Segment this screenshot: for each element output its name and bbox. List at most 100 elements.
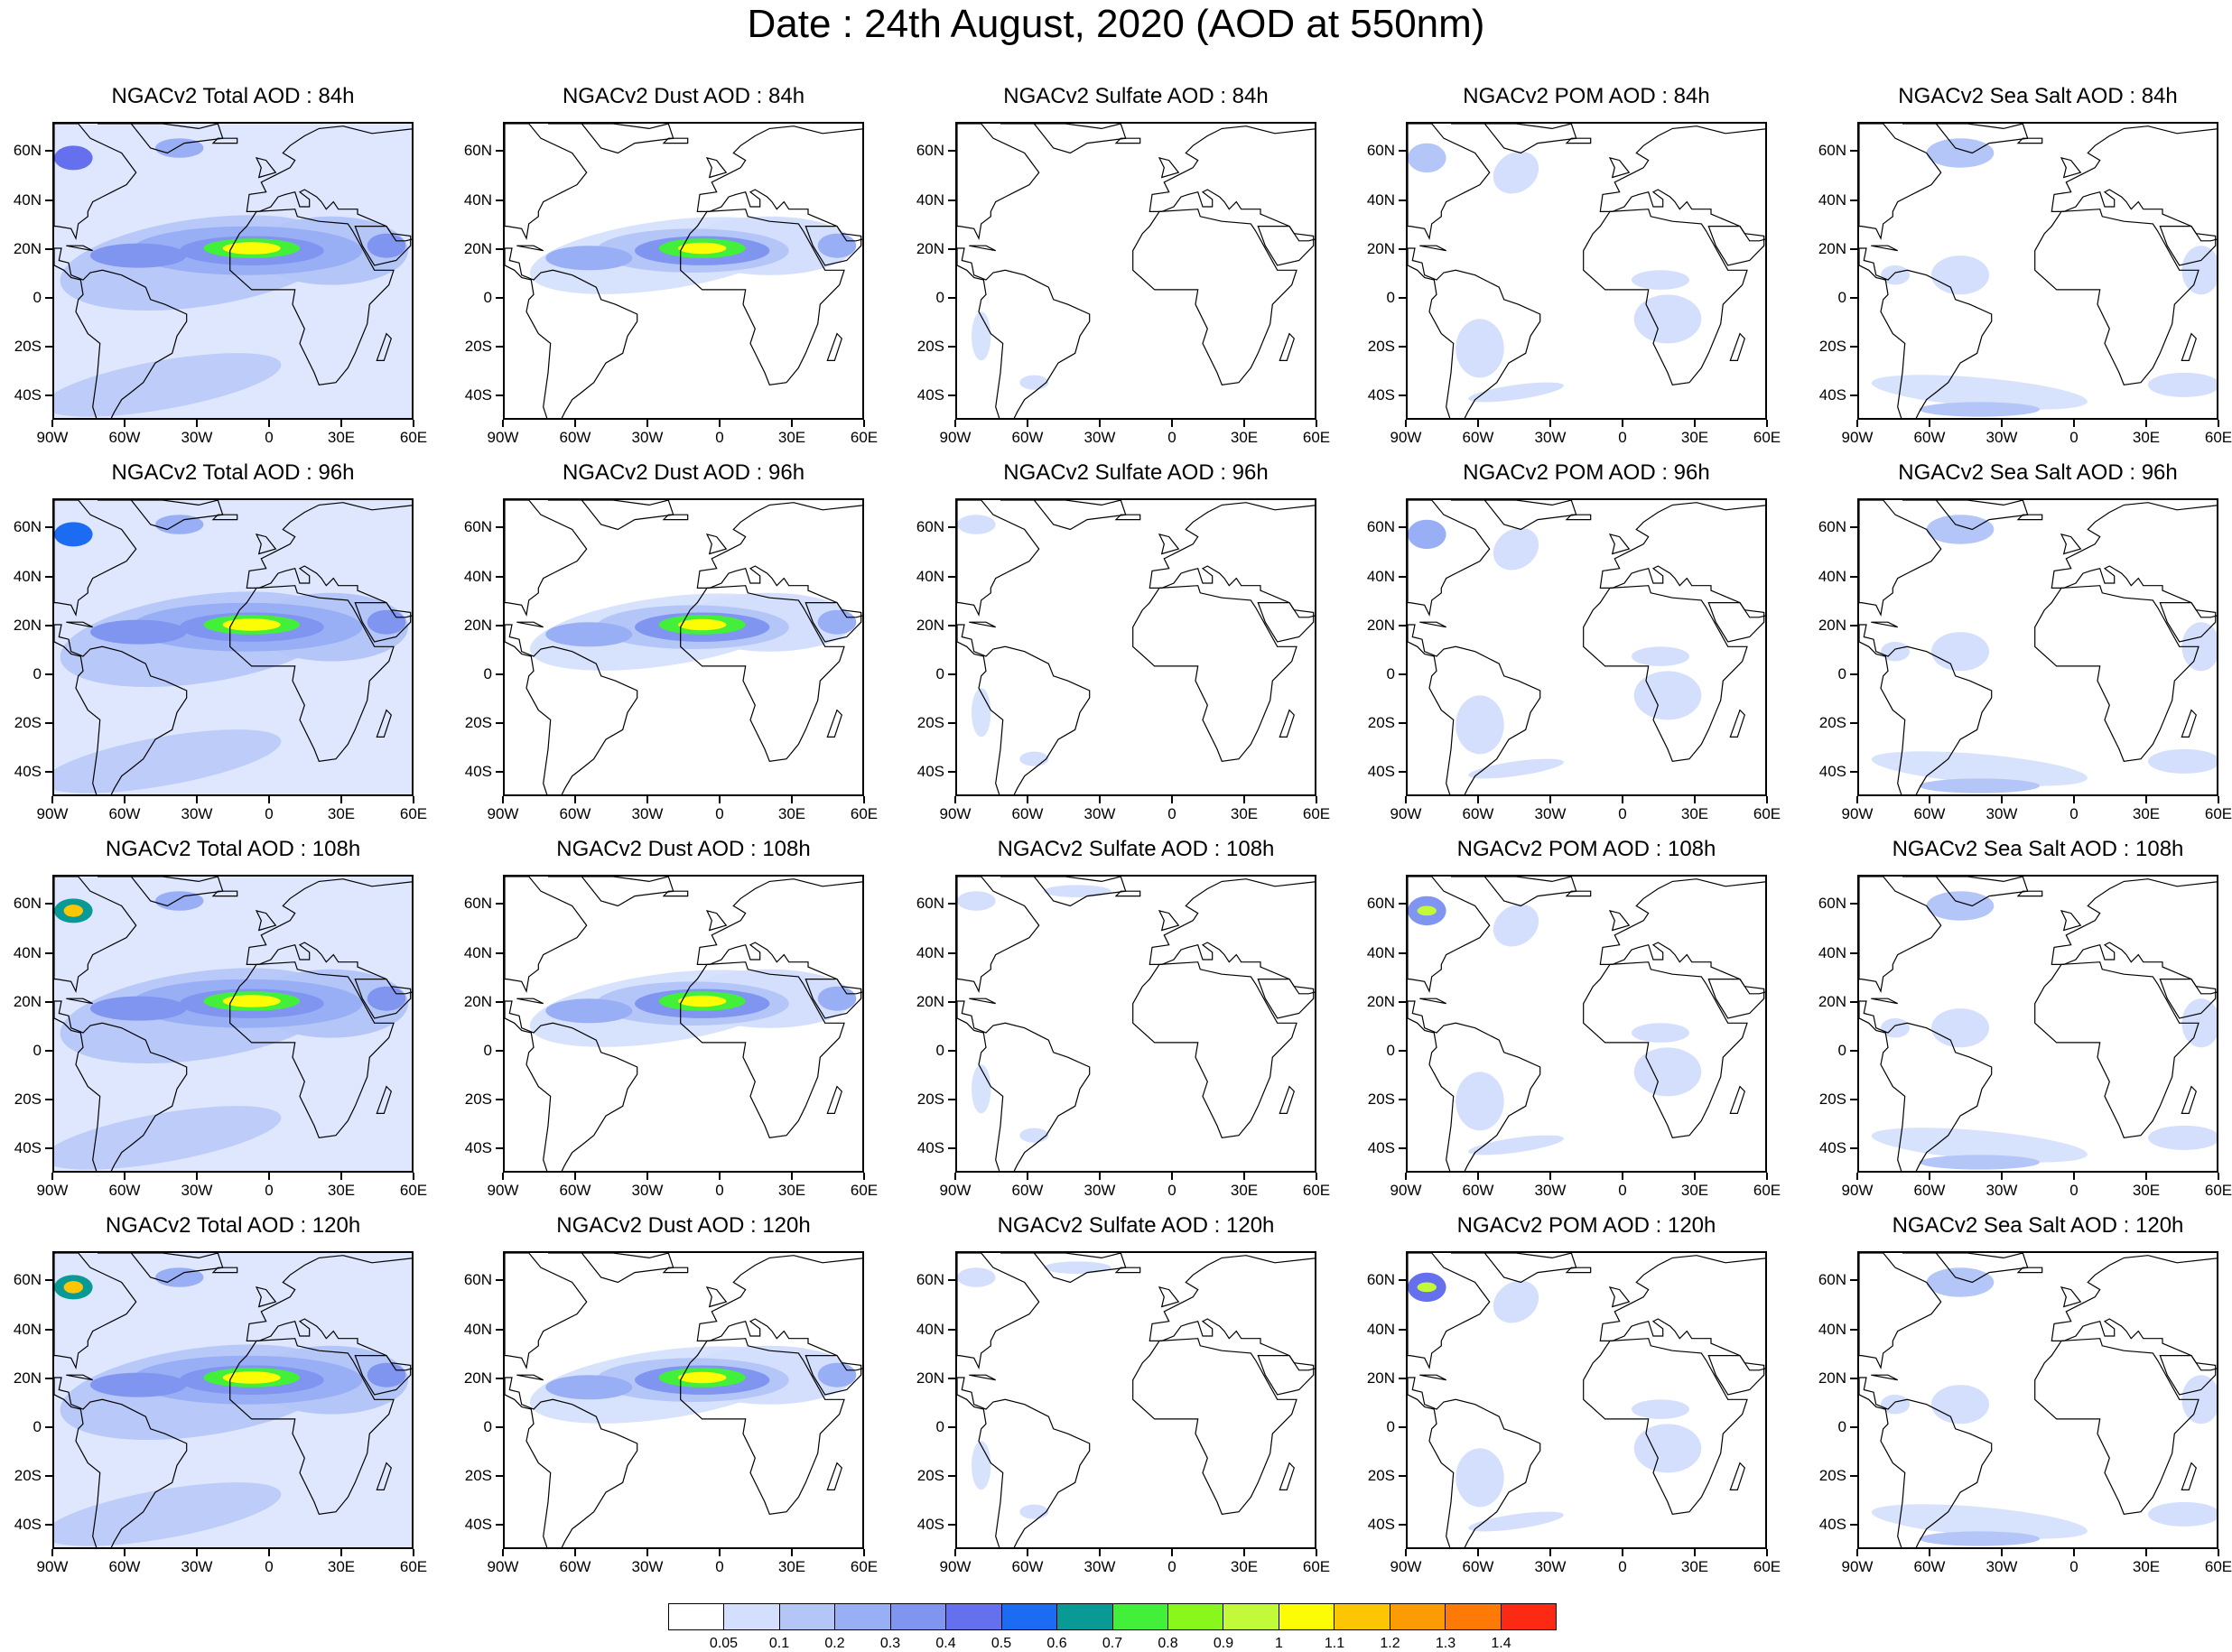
- coastline: [2181, 1462, 2197, 1490]
- lon-label: 60W: [559, 429, 591, 446]
- lat-label: 40N: [1366, 943, 1395, 961]
- lat-tick: [496, 624, 503, 626]
- lon-tick: [791, 1173, 793, 1180]
- lon-label: 60W: [1011, 805, 1044, 822]
- lon-label: 60E: [399, 1182, 428, 1199]
- coastline: [354, 978, 412, 1019]
- coastline: [1859, 624, 1993, 794]
- lon-label: 0: [1167, 1182, 1176, 1199]
- coastline: [66, 1374, 93, 1381]
- lat-label: 0: [483, 288, 492, 306]
- lat-label: 40N: [13, 567, 42, 585]
- lon-tick: [954, 420, 956, 427]
- coastline: [1451, 1253, 1577, 1284]
- lat-tick: [45, 903, 52, 905]
- lat-tick: [496, 1328, 503, 1331]
- lat-tick: [45, 345, 52, 348]
- aerosol-plume: [972, 1441, 991, 1490]
- lon-label: 0: [715, 429, 724, 446]
- lat-tick: [948, 394, 955, 396]
- lon-label: 60W: [1462, 805, 1494, 822]
- lat-label: 0: [1837, 288, 1846, 306]
- lon-tick: [196, 796, 198, 803]
- aerosol-plume: [54, 145, 93, 171]
- coastline: [1132, 961, 1297, 1139]
- aerosol-plume: [957, 1267, 996, 1287]
- coastline: [705, 1286, 728, 1308]
- coastline: [505, 124, 588, 241]
- map-panel-dust-84h: [503, 122, 864, 420]
- aerosol-plume: [1455, 319, 1504, 378]
- lon-tick: [1477, 796, 1479, 803]
- coastline: [957, 624, 1091, 794]
- lat-label: 0: [1386, 1417, 1395, 1435]
- lat-tick: [496, 951, 503, 954]
- aerosol-plume: [1919, 778, 2040, 794]
- lon-tick: [2218, 796, 2219, 803]
- lat-tick: [45, 296, 52, 299]
- lon-tick: [502, 1173, 504, 1180]
- coastline: [1257, 978, 1315, 1019]
- lat-tick: [496, 345, 503, 348]
- lon-tick: [1766, 796, 1768, 803]
- lon-label: 60E: [2204, 805, 2232, 822]
- colorbar-swatch: [1167, 1604, 1224, 1629]
- lat-label: 20N: [463, 616, 492, 634]
- coastline: [516, 621, 544, 628]
- lon-tick: [863, 1173, 865, 1180]
- lat-tick: [1850, 247, 1857, 250]
- lon-tick: [1549, 1173, 1551, 1180]
- lon-tick: [51, 1173, 53, 1180]
- coastline: [66, 998, 93, 1005]
- coastline: [1419, 621, 1446, 628]
- lon-label: 30W: [1534, 805, 1567, 822]
- lat-tick: [45, 247, 52, 250]
- lon-label: 30W: [631, 429, 664, 446]
- map-canvas: [957, 124, 1315, 418]
- map-canvas: [1859, 1253, 2217, 1547]
- lat-tick: [1399, 770, 1406, 773]
- lon-label: 90W: [1841, 1558, 1874, 1575]
- coastline: [662, 514, 689, 521]
- lat-label: 0: [1386, 288, 1395, 306]
- colorbar-label: 0.1: [768, 1636, 790, 1651]
- lon-label: 30W: [1986, 1558, 2018, 1575]
- lon-label: 60W: [1913, 1182, 1946, 1199]
- lat-label: 40N: [916, 190, 944, 209]
- lon-tick: [1929, 796, 1930, 803]
- lat-label: 40N: [463, 943, 492, 961]
- lon-tick: [1316, 420, 1317, 427]
- lon-tick: [2001, 420, 2003, 427]
- lon-tick: [1766, 1549, 1768, 1556]
- lat-label: 20N: [916, 239, 944, 257]
- lat-label: 20N: [916, 616, 944, 634]
- lon-label: 60E: [399, 1558, 428, 1575]
- lat-label: 60N: [1366, 142, 1395, 160]
- lat-tick: [45, 770, 52, 773]
- colorbar-swatch: [1112, 1604, 1168, 1629]
- lon-label: 60E: [1302, 1182, 1331, 1199]
- lat-tick: [496, 1474, 503, 1477]
- coastline: [255, 910, 277, 932]
- lon-tick: [574, 1549, 576, 1556]
- aerosol-plume: [1926, 891, 1995, 921]
- lat-label: 20N: [916, 1369, 944, 1387]
- lat-label: 60N: [463, 895, 492, 913]
- coastline: [229, 209, 395, 386]
- aerosol-plume: [63, 905, 83, 917]
- map-canvas: [54, 1253, 412, 1547]
- coastline: [705, 534, 728, 555]
- aerosol-plume: [222, 242, 281, 255]
- map-panel-dust-120h: [503, 1251, 864, 1549]
- colorbar-label: 1: [1275, 1636, 1283, 1651]
- lon-tick: [502, 420, 504, 427]
- coastline: [1149, 1255, 1315, 1371]
- lon-label: 90W: [36, 429, 69, 446]
- coastline: [548, 124, 674, 154]
- lon-tick: [1099, 1549, 1101, 1556]
- lat-tick: [948, 1098, 955, 1100]
- panel-title: NGACv2 Sulfate AOD : 84h: [1003, 84, 1269, 108]
- lon-label: 30E: [1230, 805, 1259, 822]
- map-canvas: [1408, 124, 1765, 418]
- map-canvas: [1859, 124, 2217, 418]
